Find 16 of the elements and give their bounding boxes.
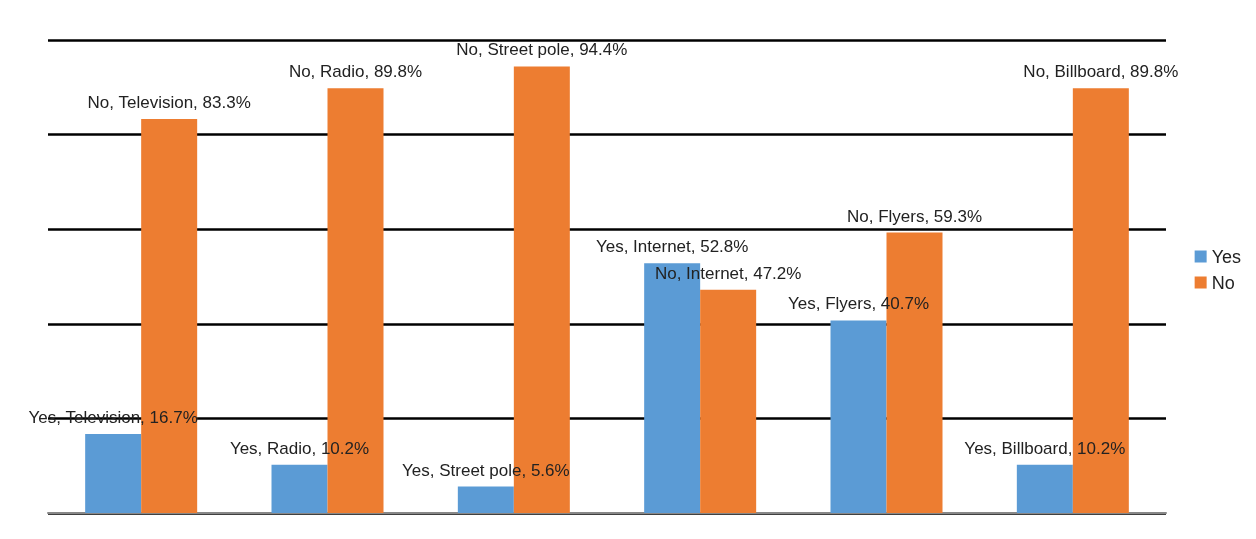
bar <box>457 486 514 513</box>
legend-label: Yes <box>1211 246 1242 267</box>
bar <box>830 320 887 513</box>
bar <box>85 434 142 513</box>
data-label: No, Street pole, 94.4% <box>456 40 628 60</box>
bar <box>1072 88 1129 513</box>
bar <box>1016 464 1073 513</box>
bar <box>271 464 328 513</box>
data-label: No, Flyers, 59.3% <box>846 206 983 226</box>
bar <box>700 289 757 513</box>
data-label: Yes, Internet, 52.8% <box>595 237 749 257</box>
data-label: No, Radio, 89.8% <box>288 62 423 82</box>
legend-label: No <box>1211 272 1235 293</box>
data-label: Yes, Billboard, 10.2% <box>964 438 1126 458</box>
data-label: No, Billboard, 89.8% <box>1023 62 1179 82</box>
data-label: No, Television, 83.3% <box>87 92 251 112</box>
